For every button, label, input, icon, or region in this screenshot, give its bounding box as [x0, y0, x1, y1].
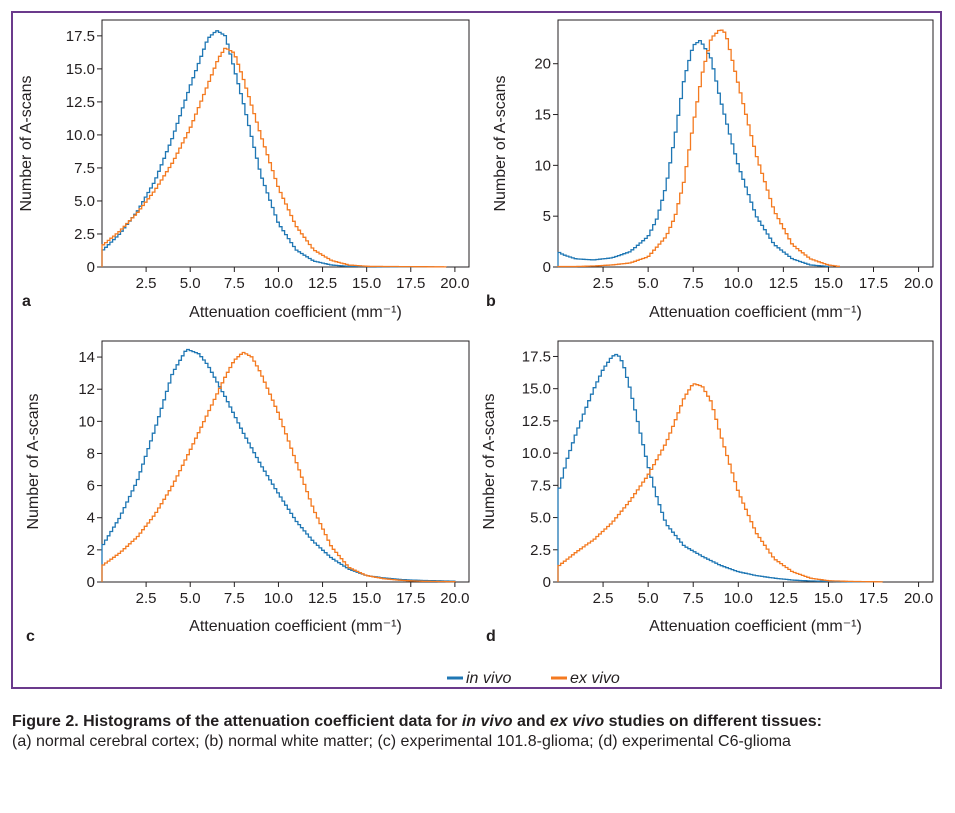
panel-a-letter: a [22, 293, 31, 310]
panel-d-xtick-label: 7.5 [683, 590, 704, 607]
panel-c-ytick-label: 14 [78, 349, 95, 366]
panel-c-y-axis-title: Number of A-scans [25, 393, 42, 529]
panel-d-xtick-label: 2.5 [593, 590, 614, 607]
panel-c-ytick-label: 2 [87, 542, 95, 559]
panel-a-ytick-label: 0 [87, 259, 95, 276]
panel-a-ytick-label: 15.0 [66, 61, 95, 78]
legend-label-ex-vivo: ex vivo [570, 670, 620, 687]
panel-b-ytick-label: 0 [543, 259, 551, 276]
panel-a-xtick-label: 15.0 [352, 275, 381, 292]
figure-svg: 0 2.5 5.0 7.5 10.0 12.5 15.0 17.5 2.5 5.0 7.5 10.0 1… [18, 19, 934, 687]
panel-c-xtick-label: 12.5 [308, 590, 337, 607]
caption-title-part: studies on different tissues: [604, 713, 822, 730]
legend-label-in-vivo: in vivo [466, 670, 511, 687]
panel-b-x-axis-title: Attenuation coefficient (mm⁻¹) [649, 304, 862, 321]
panel-d-ytick-label: 2.5 [530, 542, 551, 559]
panel-a-y-axis-title: Number of A-scans [18, 75, 35, 211]
panel-d-xtick-label: 20.0 [904, 590, 933, 607]
panel-a-xtick-label: 7.5 [224, 275, 245, 292]
panel-d-plot-frame [557, 340, 934, 583]
panel-b-plot-frame [557, 19, 934, 268]
panel-c-ytick-label: 0 [87, 574, 95, 591]
panel-b-xtick-label: 17.5 [859, 275, 888, 292]
panel-c-ytick-label: 10 [78, 413, 95, 430]
panel-c-plot-frame [101, 340, 470, 583]
panel-d-xtick-label: 17.5 [859, 590, 888, 607]
panel-b-letter: b [486, 293, 496, 310]
panel-a-series-ex-vivo [101, 47, 447, 268]
panel-a-xtick-label: 12.5 [308, 275, 337, 292]
panel-a-xtick-label: 2.5 [136, 275, 157, 292]
panel-b-series-in-vivo [557, 39, 830, 268]
panel-d-ytick-label: 15.0 [522, 381, 551, 398]
panel-d-series-in-vivo [557, 353, 884, 583]
panel-d-x-axis-title: Attenuation coefficient (mm⁻¹) [649, 618, 862, 635]
panel-d-xtick-label: 10.0 [724, 590, 753, 607]
panel-c-ytick-label: 8 [87, 445, 95, 462]
panel-d-ytick-label: 17.5 [522, 348, 551, 365]
panel-d-ytick-label: 7.5 [530, 477, 551, 494]
panel-c-letter: c [26, 628, 35, 645]
panel-a-xtick-label: 20.0 [440, 275, 469, 292]
panel-a-ytick-label: 10.0 [66, 127, 95, 144]
panel-c-xtick-label: 15.0 [352, 590, 381, 607]
panel-c-series-ex-vivo [101, 351, 456, 583]
panel-b-ytick-label: 15 [534, 107, 551, 124]
panel-a-ytick-label: 12.5 [66, 94, 95, 111]
panel-c-ytick-label: 6 [87, 478, 95, 495]
figure-caption: Figure 2. Histograms of the attenuation … [12, 712, 944, 752]
panel-c-xtick-label: 5.0 [180, 590, 201, 607]
panel-b-ytick-label: 5 [543, 208, 551, 225]
panel-c-xtick-label: 7.5 [224, 590, 245, 607]
panel-d-ytick-label: 12.5 [522, 413, 551, 430]
panel-b-xtick-label: 2.5 [593, 275, 614, 292]
panel-d-ytick-label: 5.0 [530, 510, 551, 527]
panel-a-series-in-vivo [101, 30, 435, 268]
panel-d-letter: d [486, 628, 496, 645]
panel-b-xtick-label: 10.0 [724, 275, 753, 292]
panel-a-ytick-label: 17.5 [66, 28, 95, 45]
panel-a-x-axis-title: Attenuation coefficient (mm⁻¹) [189, 304, 402, 321]
panel-d-xtick-label: 12.5 [769, 590, 798, 607]
panel-b-xtick-label: 7.5 [683, 275, 704, 292]
caption-title-part: ex vivo [549, 713, 605, 730]
panel-d-y-axis-title: Number of A-scans [481, 393, 498, 529]
panel-b-y-axis-title: Number of A-scans [492, 75, 509, 211]
caption-title-part: Figure 2. Histograms of the attenuation … [12, 713, 462, 730]
panel-d-series-ex-vivo [557, 383, 884, 583]
panel-c-xtick-label: 2.5 [136, 590, 157, 607]
panel-b-xtick-label: 5.0 [638, 275, 659, 292]
panel-a-plot-frame [101, 19, 470, 268]
panel-c-x-axis-title: Attenuation coefficient (mm⁻¹) [189, 618, 402, 635]
panel-a-ytick-label: 5.0 [74, 193, 95, 210]
panel-a-ytick-label: 7.5 [74, 160, 95, 177]
caption-body: (a) normal cerebral cortex; (b) normal w… [12, 733, 791, 750]
panel-b-ytick-label: 10 [534, 157, 551, 174]
panel-c-series-in-vivo [101, 348, 456, 582]
panel-d-ytick-label: 10.0 [522, 445, 551, 462]
caption-title-part: in vivo [461, 713, 513, 730]
panel-b-xtick-label: 20.0 [904, 275, 933, 292]
caption-title-part: and [512, 713, 550, 730]
panel-a-ytick-label: 2.5 [74, 226, 95, 243]
panel-b-series-ex-vivo [557, 29, 840, 268]
panel-c-xtick-label: 10.0 [264, 590, 293, 607]
figure-frame [11, 11, 942, 689]
panel-c-xtick-label: 17.5 [396, 590, 425, 607]
panel-c-xtick-label: 20.0 [440, 590, 469, 607]
panel-d-ytick-label: 0 [543, 574, 551, 591]
panel-c-ytick-label: 12 [78, 381, 95, 398]
panel-d-xtick-label: 15.0 [814, 590, 843, 607]
caption-title: Figure 2. Histograms of the attenuation … [12, 712, 944, 732]
panel-b-xtick-label: 15.0 [814, 275, 843, 292]
panel-a-xtick-label: 17.5 [396, 275, 425, 292]
panel-c-ytick-label: 4 [87, 510, 95, 527]
panel-b-ytick-label: 20 [534, 56, 551, 73]
panel-b-xtick-label: 12.5 [769, 275, 798, 292]
panel-d-xtick-label: 5.0 [638, 590, 659, 607]
panel-a-xtick-label: 5.0 [180, 275, 201, 292]
panel-a-xtick-label: 10.0 [264, 275, 293, 292]
